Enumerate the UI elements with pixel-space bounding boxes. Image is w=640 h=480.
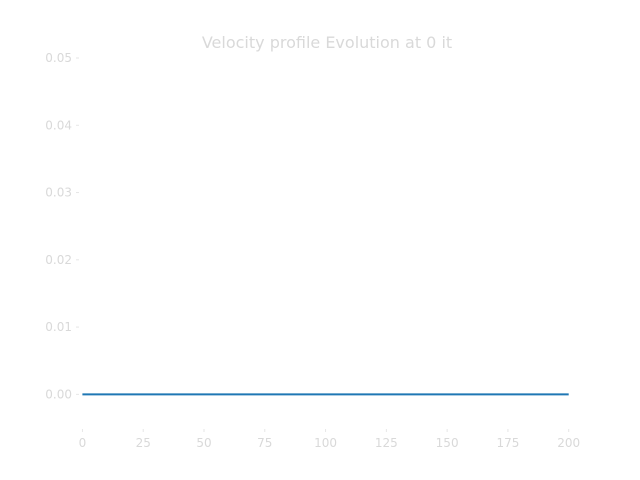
x-tick-label: 175 [496,436,519,450]
y-tick-label: 0.03 [45,186,72,200]
x-tick-label: 25 [136,436,151,450]
x-axis: 0 25 50 75 100 125 150 175 200 [79,429,580,450]
y-tick-label: 0.02 [45,253,72,267]
x-tick-label: 125 [375,436,398,450]
y-tick-label: 0.00 [45,387,72,401]
y-tick-label: 0.04 [45,118,72,132]
y-tick-label: 0.05 [45,51,72,65]
y-tick-label: 0.01 [45,320,72,334]
x-tick-label: 75 [257,436,272,450]
x-tick-label: 100 [314,436,337,450]
x-tick-label: 150 [436,436,459,450]
x-tick-label: 50 [196,436,211,450]
x-tick-label: 200 [557,436,580,450]
chart-title: Velocity profile Evolution at 0 it [202,33,452,52]
y-axis: 0.00 0.01 0.02 0.03 0.04 0.05 [45,51,79,401]
x-tick-label: 0 [79,436,87,450]
